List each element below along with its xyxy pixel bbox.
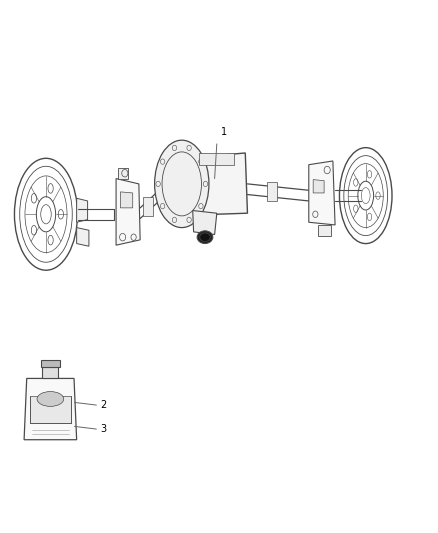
Polygon shape xyxy=(116,179,140,245)
Polygon shape xyxy=(309,161,335,225)
Text: 2: 2 xyxy=(101,400,107,410)
Polygon shape xyxy=(199,153,234,165)
Text: 3: 3 xyxy=(101,424,107,434)
Polygon shape xyxy=(30,395,71,423)
Polygon shape xyxy=(318,225,331,236)
Polygon shape xyxy=(166,153,247,216)
Polygon shape xyxy=(42,367,58,378)
Ellipse shape xyxy=(197,231,213,244)
Polygon shape xyxy=(24,378,77,440)
Polygon shape xyxy=(118,168,128,179)
Polygon shape xyxy=(193,211,217,235)
Polygon shape xyxy=(77,228,89,246)
Polygon shape xyxy=(267,182,277,201)
Polygon shape xyxy=(143,197,153,216)
Polygon shape xyxy=(77,198,88,222)
Polygon shape xyxy=(313,180,324,193)
Text: 1: 1 xyxy=(221,127,227,137)
Polygon shape xyxy=(120,192,133,208)
Ellipse shape xyxy=(155,140,209,228)
Ellipse shape xyxy=(37,392,64,406)
Polygon shape xyxy=(41,360,60,367)
Ellipse shape xyxy=(200,233,210,241)
